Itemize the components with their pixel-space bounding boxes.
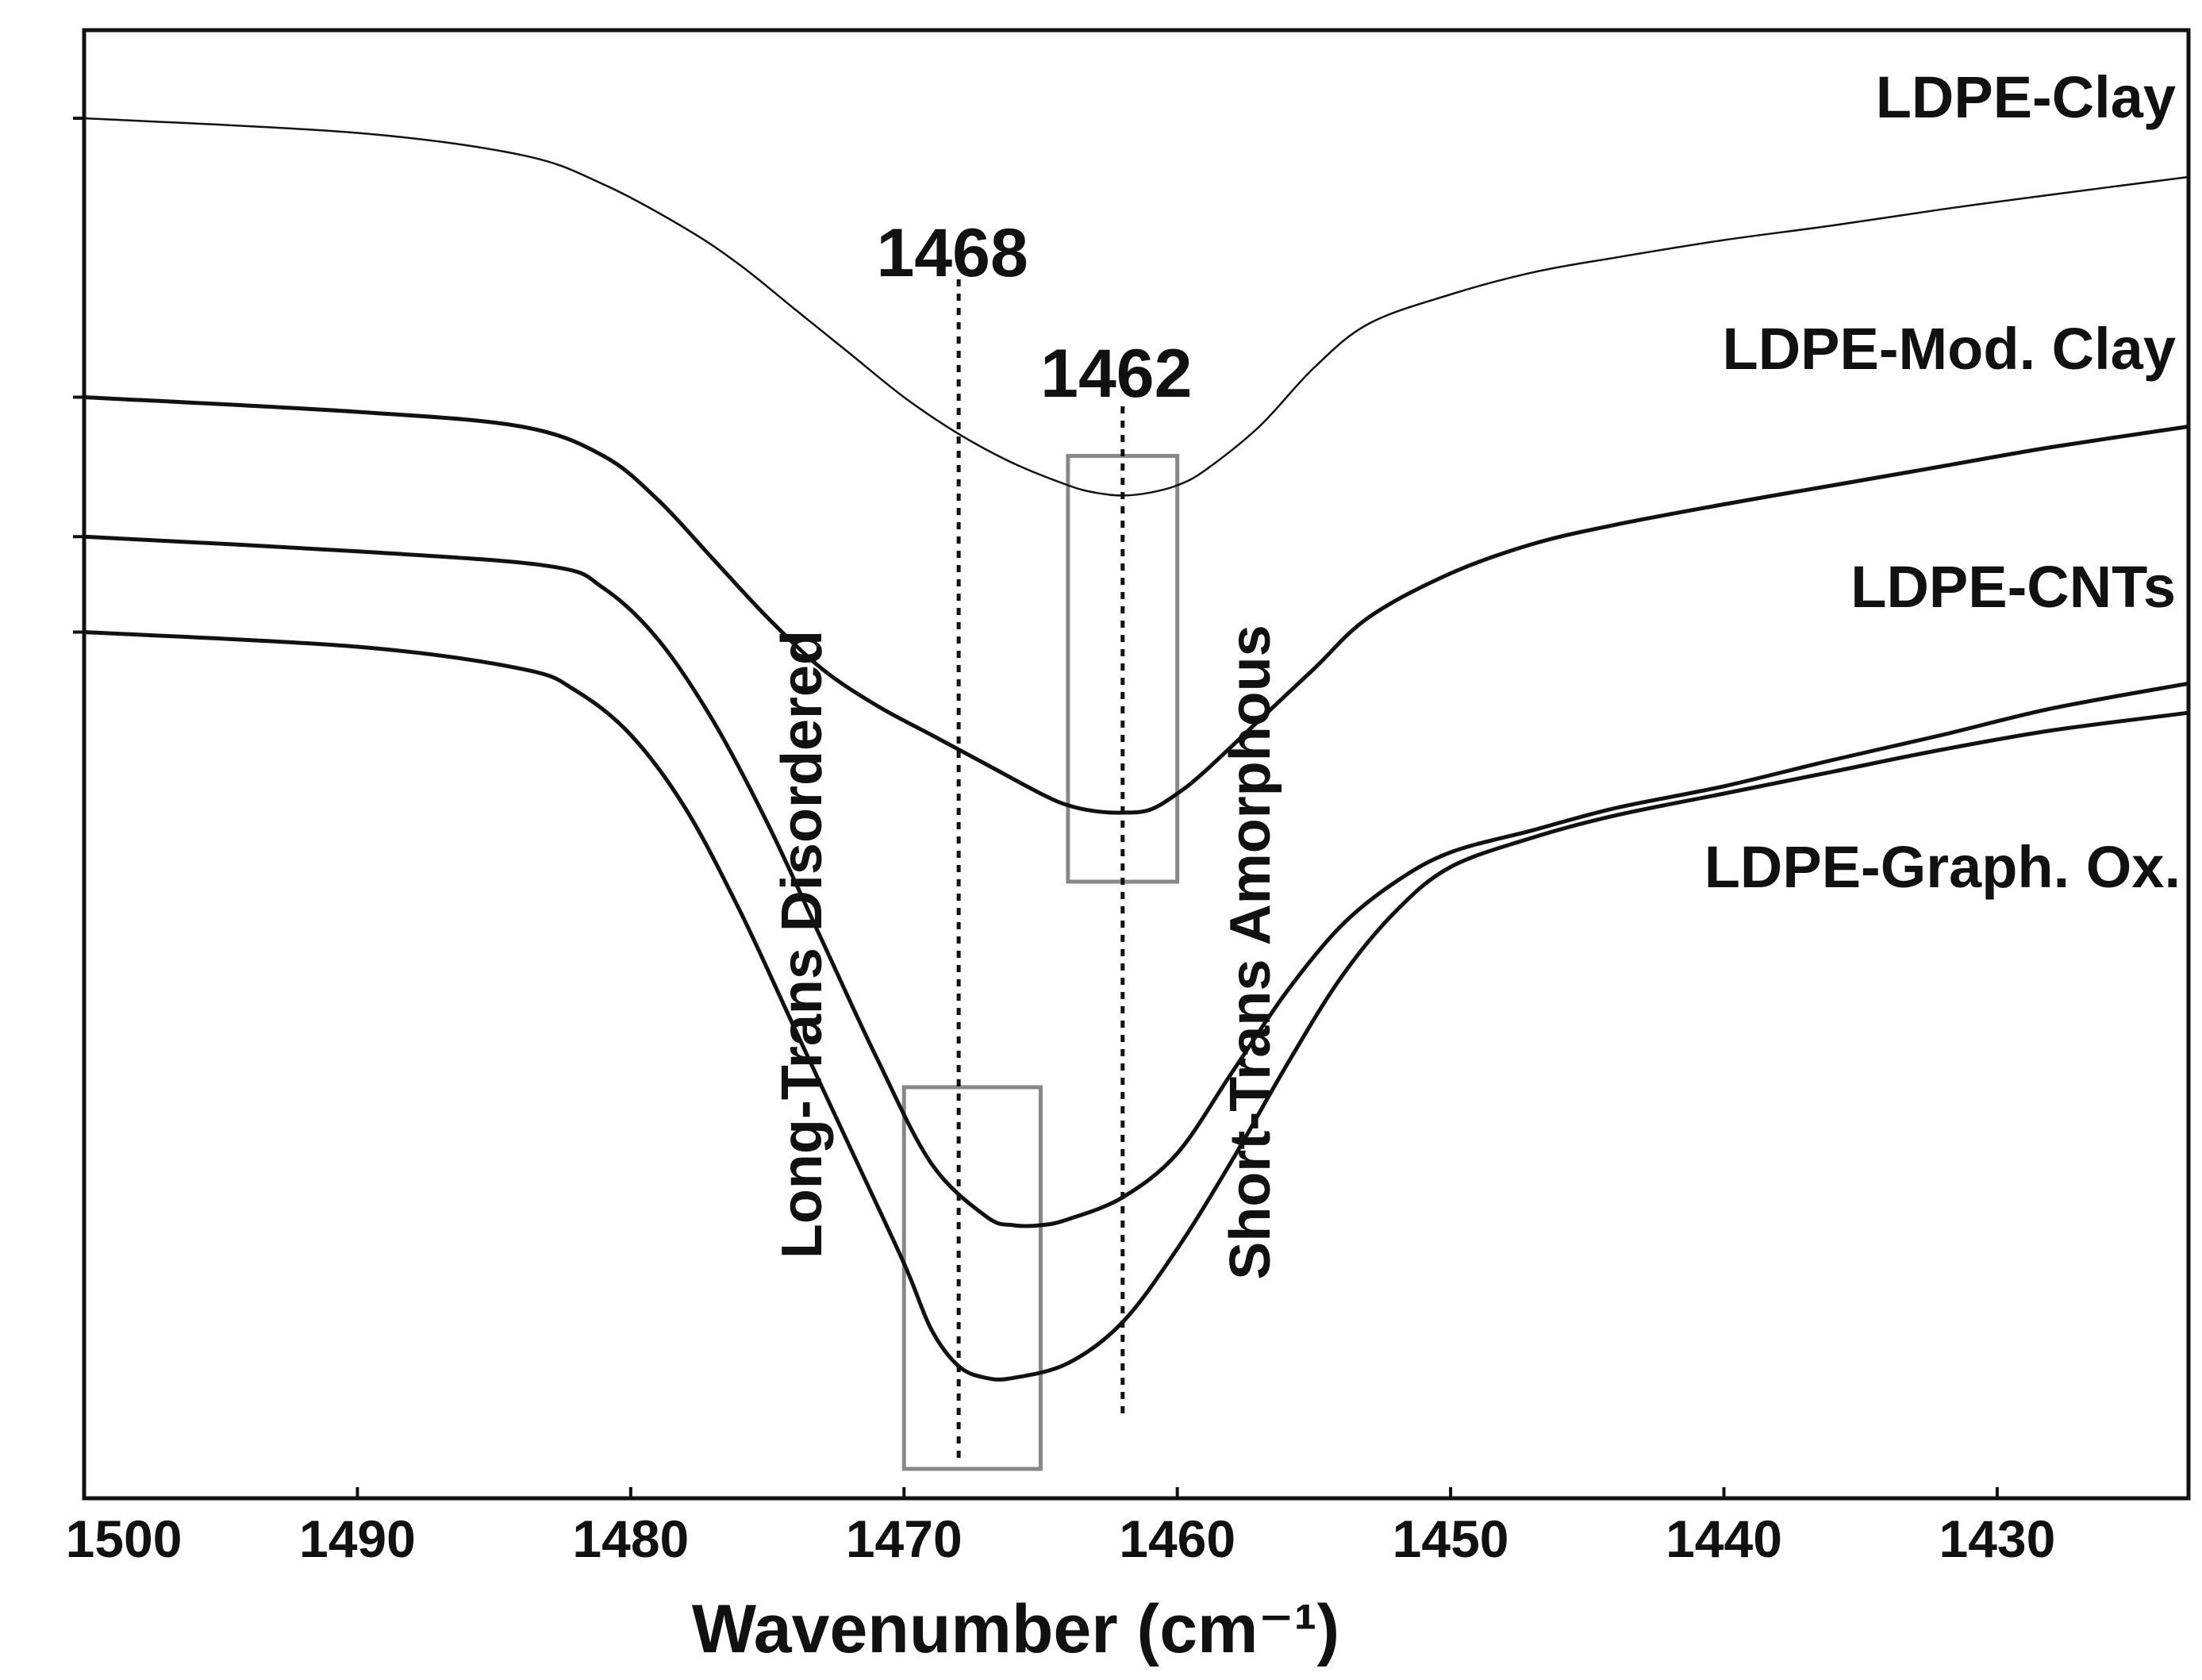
series-label-ldpe-cnts: LDPE-CNTs [1850,554,2176,620]
series-line-ldpe-cnts [83,534,2189,1228]
series-line-ldpe-clay [83,117,2189,497]
annotation-short-trans: Short-Trans Amorphous [1219,625,1282,1279]
x-tick-label: 1440 [1666,1509,1782,1568]
x-tick-label: 1460 [1119,1509,1236,1568]
series-label-ldpe-clay: LDPE-Clay [1876,64,2176,130]
reference-lines: 1468 1462 [876,215,1192,1460]
series-line-ldpe-mod-clay [83,395,2189,815]
series-line-ldpe-graph-ox [83,630,2189,1382]
x-tick-label: 1480 [572,1509,689,1568]
reference-line-label: 1462 [1040,336,1192,412]
x-tick-label: 1500 [66,1509,183,1568]
series-start-ticks [73,117,84,634]
series-group [83,117,2189,1382]
x-tick-label: 1470 [846,1509,963,1568]
highlight-box [901,1085,1043,1471]
plot-frame [82,28,2191,1501]
series-label-ldpe-graph-ox: LDPE-Graph. Ox. [1704,834,2181,900]
series-labels: LDPE-Clay LDPE-Mod. Clay LDPE-CNTs LDPE-… [1704,64,2181,900]
series-label-ldpe-mod-clay: LDPE-Mod. Clay [1723,316,2176,382]
x-tick-label: 1450 [1393,1509,1509,1568]
x-axis: 1500 1490 1480 1470 1460 1450 1440 1430 … [66,1487,2055,1667]
x-tick-label: 1430 [1939,1509,2055,1568]
reference-line-label: 1468 [876,215,1028,291]
x-tick-label: 1490 [299,1509,416,1568]
x-axis-title: Wavenumber (cm⁻¹) [692,1591,1339,1667]
